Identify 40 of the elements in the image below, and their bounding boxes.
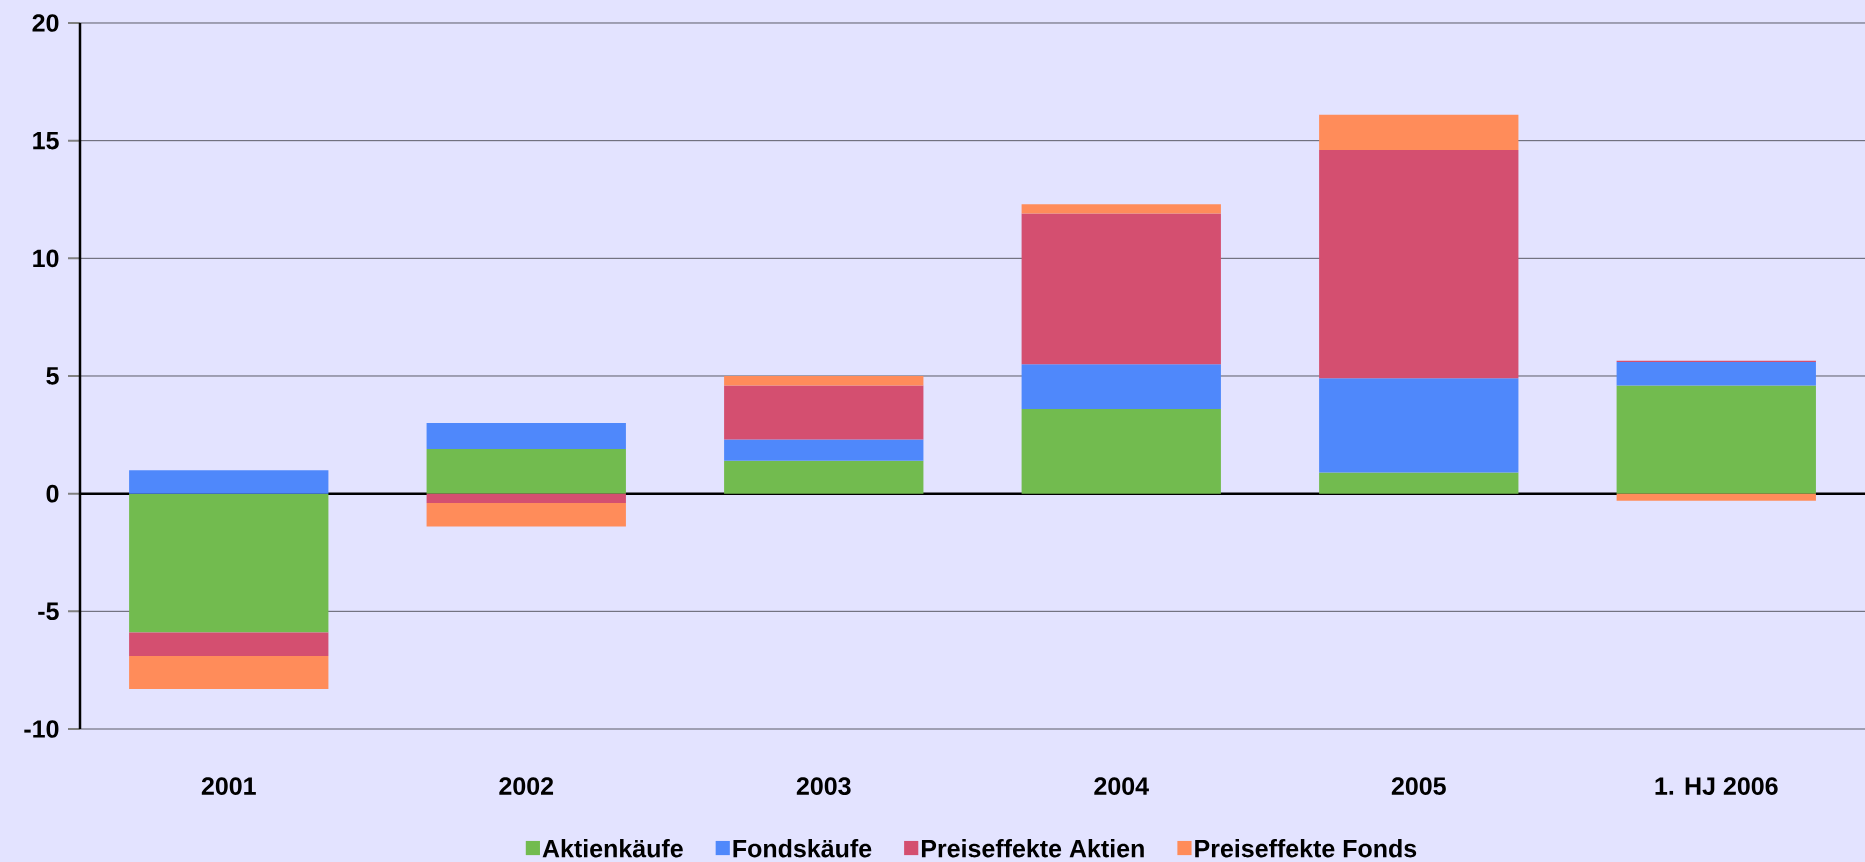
- x-tick-label: 1. HJ 2006: [1655, 777, 1778, 795]
- bar: [1021, 213, 1221, 365]
- bar: [1319, 472, 1519, 494]
- x-tick-label: 2003: [796, 777, 851, 795]
- legend-label: Aktienkäufe: [542, 839, 683, 858]
- x-tick-label: 2002: [499, 777, 554, 795]
- bar: [1616, 385, 1816, 494]
- bar: [1021, 204, 1221, 214]
- x-tick-label: 2004: [1094, 777, 1149, 795]
- legend-label: Preiseffekte Aktien: [921, 839, 1144, 858]
- bar: [129, 493, 329, 633]
- y-tick-label: -10: [24, 720, 59, 738]
- bar: [724, 460, 924, 494]
- bar: [724, 439, 924, 461]
- x-tick-label: 2001: [201, 777, 256, 795]
- bar: [1616, 361, 1816, 386]
- bar: [426, 448, 626, 494]
- bar: [1319, 150, 1519, 379]
- x-tick-label: 2005: [1391, 777, 1446, 795]
- bar: [1616, 493, 1816, 501]
- bar: [1319, 114, 1519, 151]
- bar: [426, 493, 626, 504]
- bar: [426, 423, 626, 449]
- y-tick-label: 20: [32, 14, 59, 32]
- y-tick-label: 0: [46, 484, 59, 503]
- bar: [1319, 378, 1519, 473]
- legend-label: Fondskäufe: [733, 839, 872, 858]
- bar: [1021, 408, 1221, 494]
- y-tick-label: 5: [46, 367, 59, 385]
- y-tick-label: 15: [33, 131, 59, 150]
- legend-label: Preiseffekte Fonds: [1195, 839, 1417, 858]
- bar: [129, 470, 329, 494]
- bar: [129, 656, 329, 689]
- bar: [129, 632, 329, 657]
- y-tick-label: -5: [38, 602, 59, 621]
- bar: [426, 503, 626, 527]
- bar: [1021, 364, 1221, 409]
- bar: [724, 376, 924, 386]
- y-tick-label: 10: [33, 249, 59, 268]
- bar: [724, 385, 924, 440]
